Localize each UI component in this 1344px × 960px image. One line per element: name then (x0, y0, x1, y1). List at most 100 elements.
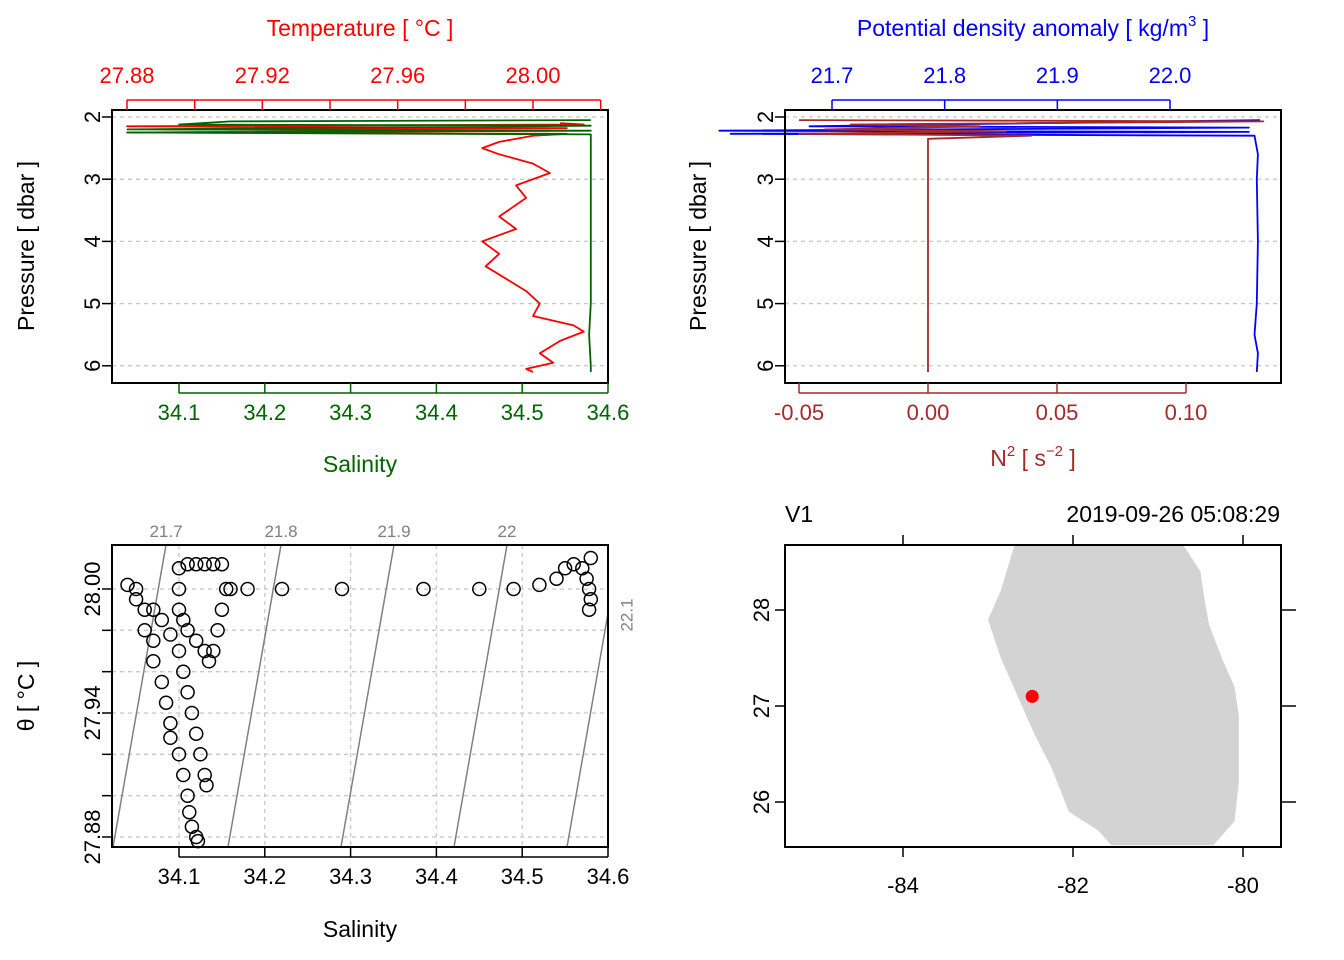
y-tick-label: 2 (753, 111, 778, 123)
y-axis-title: Pressure [ dbar ] (685, 161, 711, 331)
ts-point (146, 602, 161, 617)
top-x-tick-label: 27.88 (99, 63, 154, 88)
ts-point (240, 581, 255, 597)
ts-point (188, 726, 204, 741)
ts-point (128, 592, 144, 607)
ts-point (583, 550, 599, 566)
ts-point (180, 685, 195, 700)
top-axis-title: Potential density anomaly [ kg/m3 ] (857, 13, 1209, 41)
ts-point (218, 581, 234, 597)
isopycnal-line (340, 545, 395, 847)
station-name: V1 (785, 501, 813, 527)
ts-point (334, 581, 350, 597)
station-marker (1025, 689, 1039, 703)
salinity-profile-line (126, 119, 592, 372)
isopycnal-label: 21.8 (264, 522, 297, 541)
ts-point (190, 833, 206, 849)
ts-point (274, 581, 290, 597)
y-tick-label: 2 (80, 111, 105, 123)
ts-point (171, 561, 187, 576)
ts-point (579, 571, 594, 586)
x-tick-label: 34.2 (243, 400, 286, 425)
x-tick-label: 0.10 (1165, 400, 1208, 425)
ts-point (566, 556, 581, 572)
x-axis-title-superscript: −2 (1046, 443, 1063, 460)
plot-frame (784, 109, 1282, 384)
top-axis-title: Temperature [ °C ] (267, 15, 454, 41)
y-tick-label: 6 (753, 360, 778, 372)
ts-point (182, 804, 197, 820)
ts-point (176, 664, 191, 679)
density-n2-profile-panel: 2 3 4 5 6 21.7 21.8 21.9 22.0 -0.05 0.00 0.05 0.10 Po… (685, 13, 1282, 471)
x-tick-label: 0.00 (907, 400, 950, 425)
top-axis-title-main: Potential density anomaly [ kg/m (857, 15, 1188, 41)
x-axis-title: N2 [ s−2 ] (990, 443, 1076, 471)
ts-point (184, 819, 200, 834)
x-tick-label: -80 (1227, 873, 1259, 898)
x-tick-label: 34.4 (415, 400, 458, 425)
plot-frame (111, 109, 609, 384)
x-tick-label: 34.3 (329, 864, 372, 889)
x-tick-label: 34.4 (415, 864, 458, 889)
y-axis-title: θ [ °C ] (13, 661, 39, 732)
ts-point (171, 602, 187, 617)
top-x-tick-label: 22.0 (1149, 63, 1192, 88)
ts-point (154, 674, 170, 690)
y-tick-label: 27.88 (80, 809, 105, 864)
y-tick-label: 6 (80, 360, 105, 372)
ts-point (154, 612, 170, 628)
ts-point (180, 623, 195, 638)
station-time: 2019-09-26 05:08:29 (1066, 501, 1280, 527)
x-tick-label: 34.5 (501, 400, 544, 425)
ts-point (158, 695, 174, 710)
ts-point (532, 577, 547, 593)
plot-frame (111, 544, 609, 848)
ts-point (188, 633, 204, 648)
ts-point (171, 643, 187, 659)
x-tick-label: -82 (1057, 873, 1089, 898)
temperature-profile-line (126, 122, 585, 373)
ts-point (197, 643, 212, 659)
ts-point (206, 643, 221, 659)
ts-point (214, 602, 230, 617)
x-axis-title-end: ] (1063, 445, 1076, 471)
ts-point (549, 571, 564, 586)
x-tick-label: -0.05 (774, 400, 824, 425)
ts-point (199, 778, 214, 793)
isopycnal-label: 21.9 (377, 522, 410, 541)
ts-point (176, 612, 191, 628)
y-tick-label: 4 (80, 235, 105, 247)
x-axis-title: Salinity (323, 451, 398, 477)
x-axis-title: Salinity (323, 916, 398, 942)
x-tick-label: 34.6 (587, 400, 630, 425)
ts-point (214, 556, 230, 572)
y-tick-label: 3 (753, 173, 778, 185)
ts-point (120, 577, 135, 593)
isopycnal-label: 21.7 (149, 522, 182, 541)
station-map-panel: -84 -82 -80 26 27 28 V1 2019-09-26 05:08:29 (749, 501, 1296, 898)
top-x-tick-label: 21.9 (1036, 63, 1079, 88)
top-x-tick-label: 27.92 (235, 63, 290, 88)
top-axis-title-end: ] (1196, 15, 1209, 41)
top-x-tick-label: 21.7 (811, 63, 854, 88)
ts-point (223, 581, 238, 597)
y-tick-label: 4 (753, 235, 778, 247)
ts-point (557, 561, 573, 576)
x-tick-label: 0.05 (1036, 400, 1079, 425)
ts-point (128, 581, 144, 597)
isopycnal-label: 22.1 (617, 598, 636, 631)
ts-point (180, 556, 195, 572)
isopycnal-line (227, 545, 282, 847)
y-axis-title: Pressure [ dbar ] (13, 161, 39, 331)
ts-point (416, 581, 431, 597)
x-tick-label: -84 (887, 873, 919, 898)
isopycnal-label: 22 (498, 522, 517, 541)
ts-point (581, 581, 597, 597)
x-tick-label: 34.2 (243, 864, 286, 889)
y-tick-label: 27.94 (80, 685, 105, 740)
land-group (988, 545, 1239, 846)
ts-point (180, 788, 195, 803)
ts-point (583, 592, 599, 607)
plot-frame (784, 544, 1282, 848)
